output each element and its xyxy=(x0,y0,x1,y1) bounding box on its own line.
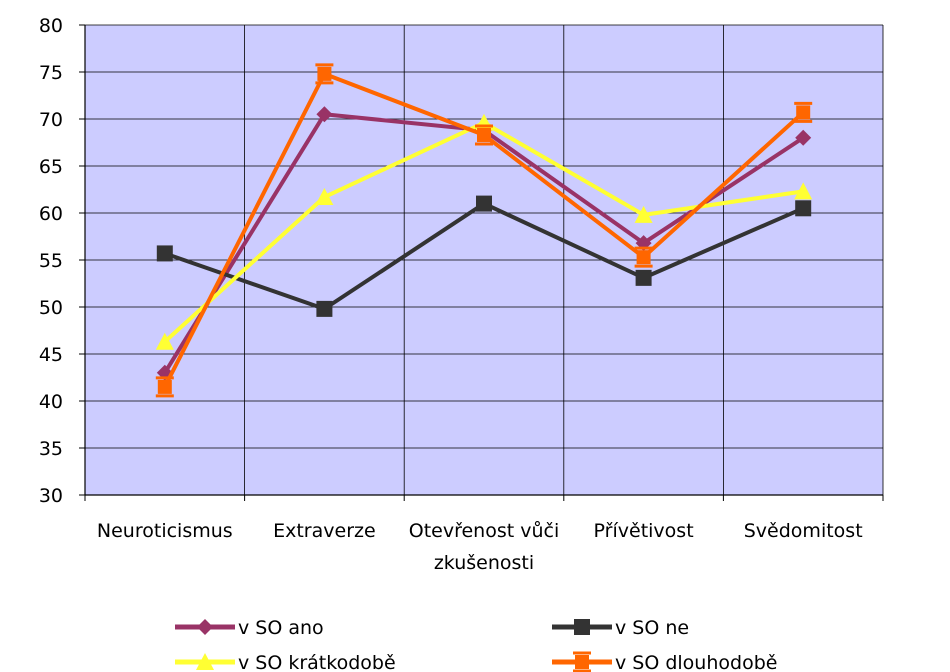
legend-label: v SO ano xyxy=(238,617,324,639)
point-marker xyxy=(316,300,333,317)
legend-label: v SO dlouhodobě xyxy=(615,652,777,672)
point-marker xyxy=(794,182,813,200)
x-tick-label: Neuroticismus xyxy=(97,520,233,542)
point-marker xyxy=(635,269,652,286)
axes xyxy=(79,24,884,501)
point-marker xyxy=(156,245,173,262)
point-marker xyxy=(574,619,590,635)
y-tick-label: 60 xyxy=(39,203,63,225)
x-tick-label: Extraverze xyxy=(273,520,376,542)
legend-item: v SO ne xyxy=(552,617,689,639)
point-marker xyxy=(634,205,653,223)
legend-item: v SO krátkodobě xyxy=(175,652,396,672)
y-tick-label: 80 xyxy=(39,15,63,37)
y-tick-label: 75 xyxy=(39,62,63,84)
point-marker xyxy=(796,105,811,120)
x-tick-label: Svědomitost xyxy=(744,520,863,542)
point-marker xyxy=(155,332,174,350)
y-tick-label: 35 xyxy=(39,438,63,460)
y-tick-label: 50 xyxy=(39,297,63,319)
y-tick-label: 65 xyxy=(39,156,63,178)
y-tick-label: 70 xyxy=(39,109,63,131)
legend-item: v SO dlouhodobě xyxy=(552,651,777,672)
point-marker xyxy=(157,379,172,394)
y-tick-label: 45 xyxy=(39,344,63,366)
y-tick-label: 30 xyxy=(39,485,63,507)
x-tick-label: Otevřenost vůči xyxy=(409,520,560,542)
series xyxy=(156,195,812,317)
series-lines xyxy=(155,63,813,398)
point-marker xyxy=(575,655,589,669)
legend-label: v SO ne xyxy=(615,617,689,639)
gridlines xyxy=(84,24,884,496)
point-marker xyxy=(316,106,333,123)
point-marker xyxy=(795,200,812,217)
x-tick-label: Přívětivost xyxy=(594,520,694,542)
point-marker xyxy=(315,188,334,206)
x-tick-label: zkušenosti xyxy=(434,552,534,574)
y-axis-tick-labels: 30 35 40 45 50 55 60 65 70 75 80 xyxy=(39,15,63,507)
point-marker xyxy=(477,127,491,142)
point-marker xyxy=(317,66,332,81)
point-marker xyxy=(795,129,812,146)
legend: v SO ano v SO ne v SO krátkodobě v SO dlouh… xyxy=(175,617,777,672)
x-axis-tick-labels: Neuroticismus Extraverze Otevřenost vůči zk… xyxy=(97,520,863,574)
legend-item: v SO ano xyxy=(175,617,324,639)
point-marker xyxy=(197,619,213,635)
y-tick-label: 55 xyxy=(39,250,63,272)
point-marker xyxy=(476,195,492,212)
legend-label: v SO krátkodobě xyxy=(238,652,396,672)
y-tick-label: 40 xyxy=(39,391,63,413)
series xyxy=(155,63,813,398)
point-marker xyxy=(196,653,214,670)
point-marker xyxy=(636,250,651,265)
